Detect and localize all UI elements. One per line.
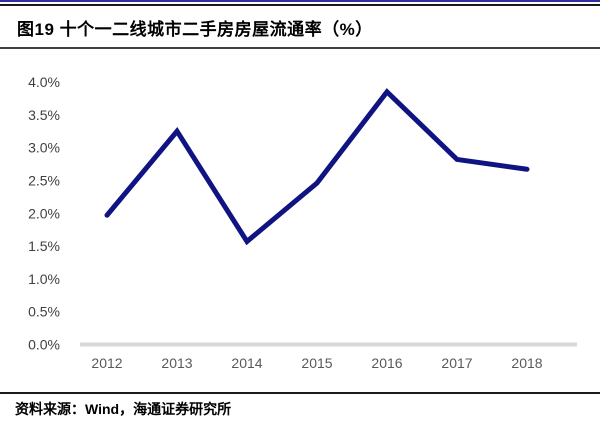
- footer-rule: [0, 392, 600, 394]
- x-axis-baseline: [80, 342, 577, 347]
- y-tick-label: 2.0%: [28, 205, 60, 221]
- source-note: 资料来源：Wind，海通证券研究所: [15, 401, 232, 417]
- top-accent-line: [0, 0, 600, 2]
- figure-title: 图19 十个一二线城市二手房房屋流通率（%）: [17, 20, 373, 39]
- y-tick-label: 2.5%: [28, 172, 60, 188]
- y-tick-label: 3.5%: [28, 107, 60, 123]
- y-tick-label: 0.5%: [28, 304, 60, 320]
- y-tick-label: 1.5%: [28, 238, 60, 254]
- header-bottom-rule: [0, 47, 600, 49]
- header-top-rule: [0, 4, 600, 6]
- y-tick-label: 0.0%: [28, 337, 60, 353]
- y-tick-label: 4.0%: [28, 74, 60, 90]
- x-tick-label: 2015: [301, 355, 332, 371]
- x-tick-label: 2014: [231, 355, 262, 371]
- x-tick-label: 2016: [371, 355, 402, 371]
- x-tick-label: 2018: [511, 355, 542, 371]
- x-tick-label: 2013: [161, 355, 192, 371]
- y-tick-label: 1.0%: [28, 271, 60, 287]
- series-line: [104, 88, 530, 246]
- x-tick-label: 2017: [441, 355, 472, 371]
- y-tick-label: 3.0%: [28, 140, 60, 156]
- x-tick-label: 2012: [91, 355, 122, 371]
